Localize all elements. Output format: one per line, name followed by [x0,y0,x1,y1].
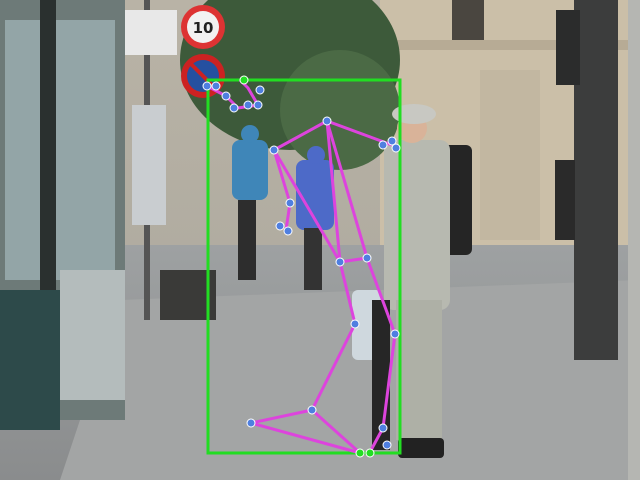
keypoint [243,100,253,110]
keypoint [391,143,401,153]
skeleton-shoulders-left [273,119,328,152]
pedestrian-far [555,160,575,240]
keypoint [275,221,285,231]
traffic-pole [574,0,618,360]
pose-skeleton [206,78,397,455]
keypoint [211,81,221,91]
pose-keypoints [202,75,401,458]
keypoint [283,226,293,236]
speed-sign-text: 10 [193,19,214,37]
skeleton-hips [339,256,368,264]
keypoint [365,448,375,458]
man-hat [392,104,436,124]
pedestrian-blue-legs [304,228,322,290]
keypoint [387,136,397,146]
keypoint [253,100,263,110]
skeleton-torso-left [272,149,342,263]
keypoint [202,81,212,91]
shelter-panel [60,270,125,400]
skeleton-shin-left [310,323,357,411]
skeleton-arm-left-lower [284,202,292,231]
pedestrian-blue [296,160,334,230]
keypoint [350,319,360,329]
sign-board [125,10,177,55]
pedestrian-blue-head [307,146,325,164]
keypoint [355,448,365,458]
keypoint [390,329,400,339]
skeleton-foot-right [368,427,385,453]
building-window [452,0,484,40]
keypoint [378,423,388,433]
skeleton-ankle-left [310,408,362,455]
keypoint [285,198,295,208]
keypoint [382,440,392,450]
skeleton-foot-left [250,408,313,425]
tree-foliage-2 [280,50,400,170]
skeleton-thigh-left [338,261,357,325]
cyclist-head [241,125,259,143]
keypoint [221,91,231,101]
man-trousers [396,300,442,440]
building-ledge [380,40,640,50]
keypoint [239,75,249,85]
keypoint [255,85,265,95]
bicycle [238,200,256,280]
building-column [480,70,540,240]
man-shoes [398,438,444,458]
keypoint [335,257,345,267]
trash-bin [0,290,60,430]
right-post [628,0,640,480]
info-sign [132,105,166,225]
skeleton-foot-left-2 [250,421,361,455]
keypoint [307,405,317,415]
skeleton-thigh-right [365,257,397,335]
keypoint [362,253,372,263]
speed-sign-face [187,11,219,43]
keypoint [269,145,279,155]
traffic-light [556,10,580,85]
skeleton-torso-right [325,120,369,259]
skeleton-shin-right [381,333,397,429]
shelter-glass [5,20,115,280]
bounding-box [206,78,402,455]
pavement [60,280,640,480]
man-coat [384,140,450,310]
keypoint [378,140,388,150]
skeleton-torso-center [325,120,342,263]
skeleton-arm-left-upper [272,149,292,204]
no-parking-slash [188,61,218,91]
keypoint [229,103,239,113]
cyclist [232,140,268,200]
keypoint [322,116,332,126]
keypoint [246,418,256,428]
